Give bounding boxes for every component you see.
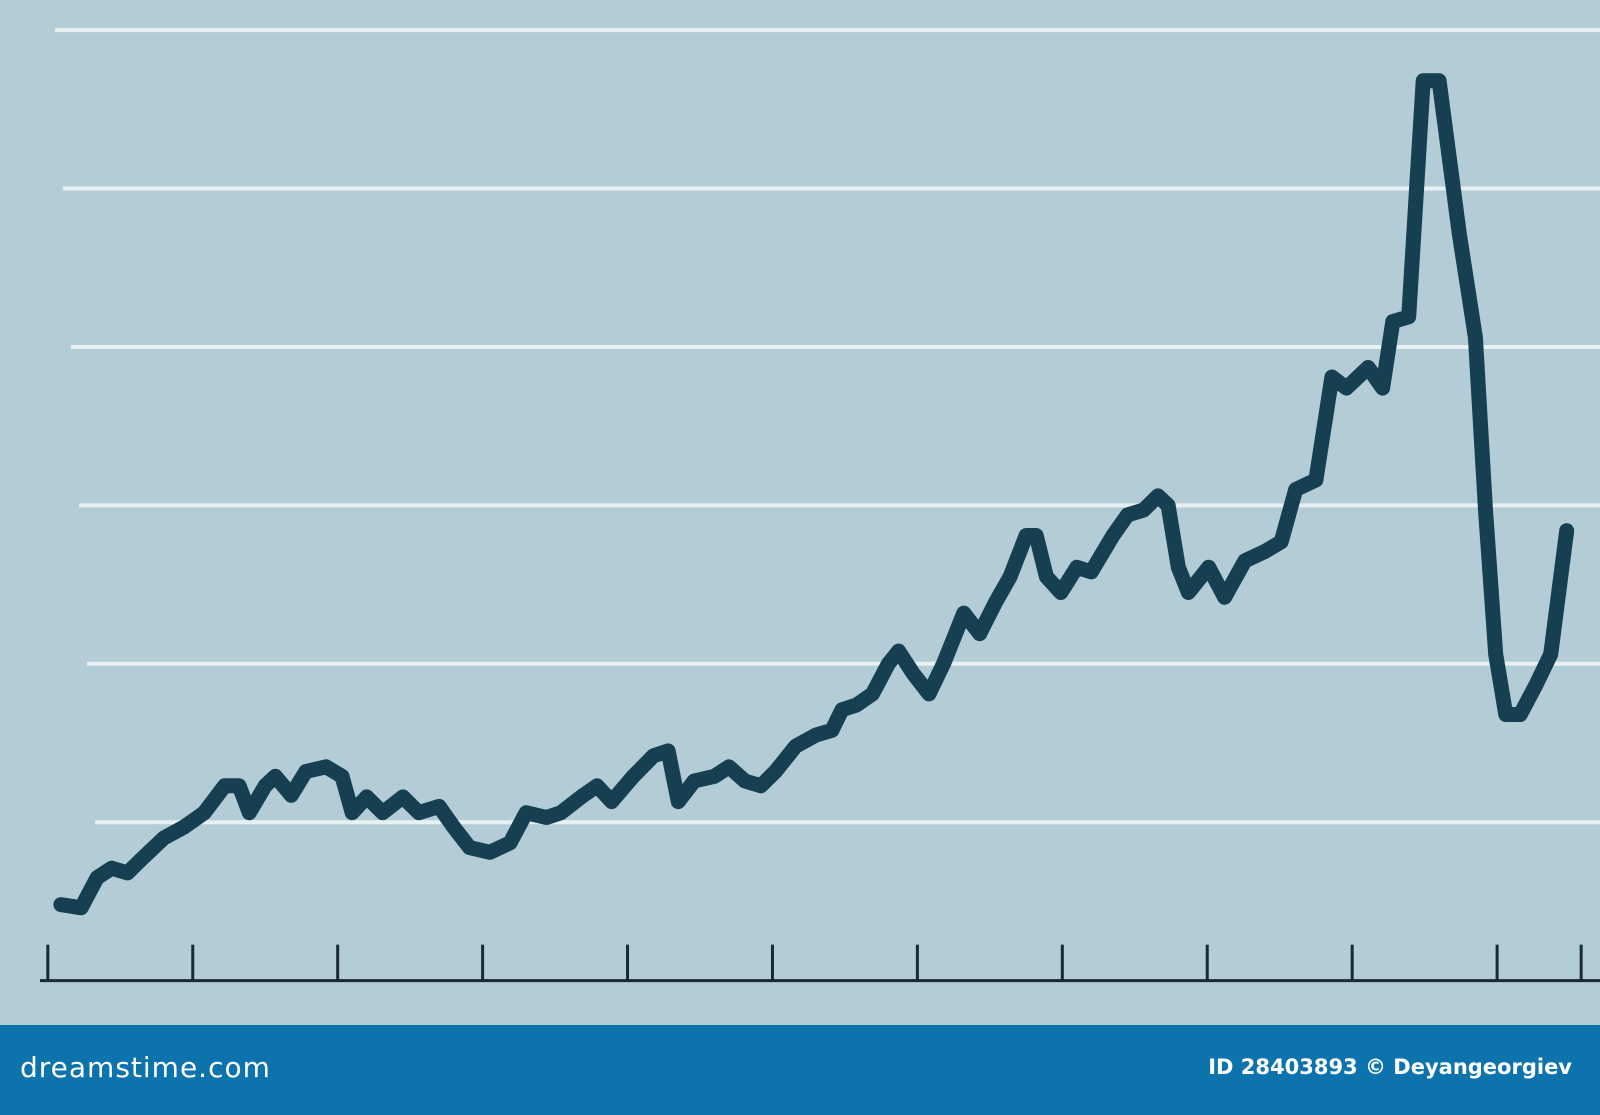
logo: dreamstime.com — [20, 1051, 271, 1084]
watermark-bar: dreamstime.com ID 28403893 © Deyangeorgi… — [0, 1025, 1600, 1115]
data-line — [53, 73, 1575, 916]
credit: ID 28403893 © Deyangeorgiev — [1208, 1055, 1572, 1079]
chart — [40, 28, 1600, 983]
